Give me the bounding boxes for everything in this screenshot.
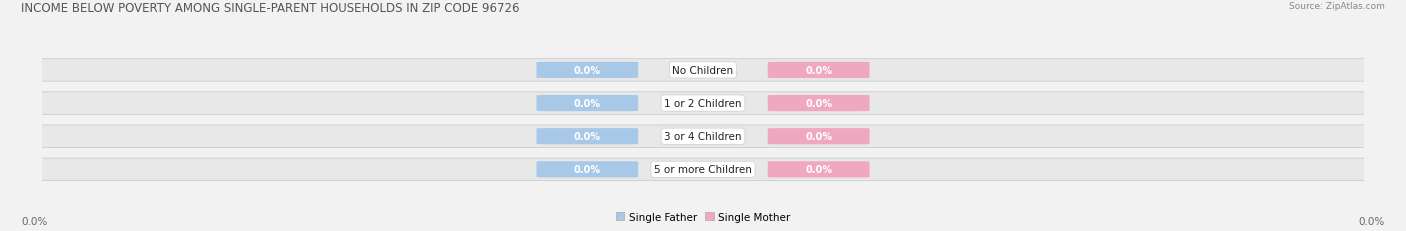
FancyBboxPatch shape bbox=[768, 96, 869, 112]
Text: 0.0%: 0.0% bbox=[574, 66, 600, 76]
Text: 0.0%: 0.0% bbox=[806, 165, 832, 175]
Text: 0.0%: 0.0% bbox=[21, 216, 48, 226]
Legend: Single Father, Single Mother: Single Father, Single Mother bbox=[612, 208, 794, 226]
Text: 0.0%: 0.0% bbox=[806, 66, 832, 76]
Text: 0.0%: 0.0% bbox=[806, 132, 832, 142]
Text: Source: ZipAtlas.com: Source: ZipAtlas.com bbox=[1289, 2, 1385, 11]
Text: 5 or more Children: 5 or more Children bbox=[654, 165, 752, 175]
Text: 0.0%: 0.0% bbox=[1358, 216, 1385, 226]
Text: 0.0%: 0.0% bbox=[574, 132, 600, 142]
FancyBboxPatch shape bbox=[22, 125, 1384, 148]
Text: 1 or 2 Children: 1 or 2 Children bbox=[664, 99, 742, 109]
FancyBboxPatch shape bbox=[768, 128, 869, 145]
Text: 0.0%: 0.0% bbox=[574, 99, 600, 109]
Text: 3 or 4 Children: 3 or 4 Children bbox=[664, 132, 742, 142]
Text: 0.0%: 0.0% bbox=[806, 99, 832, 109]
FancyBboxPatch shape bbox=[768, 63, 869, 79]
Text: INCOME BELOW POVERTY AMONG SINGLE-PARENT HOUSEHOLDS IN ZIP CODE 96726: INCOME BELOW POVERTY AMONG SINGLE-PARENT… bbox=[21, 2, 520, 15]
FancyBboxPatch shape bbox=[537, 63, 638, 79]
FancyBboxPatch shape bbox=[22, 92, 1384, 115]
Text: No Children: No Children bbox=[672, 66, 734, 76]
FancyBboxPatch shape bbox=[22, 59, 1384, 82]
FancyBboxPatch shape bbox=[768, 161, 869, 178]
FancyBboxPatch shape bbox=[537, 96, 638, 112]
FancyBboxPatch shape bbox=[22, 158, 1384, 181]
Text: 0.0%: 0.0% bbox=[574, 165, 600, 175]
FancyBboxPatch shape bbox=[537, 128, 638, 145]
FancyBboxPatch shape bbox=[537, 161, 638, 178]
